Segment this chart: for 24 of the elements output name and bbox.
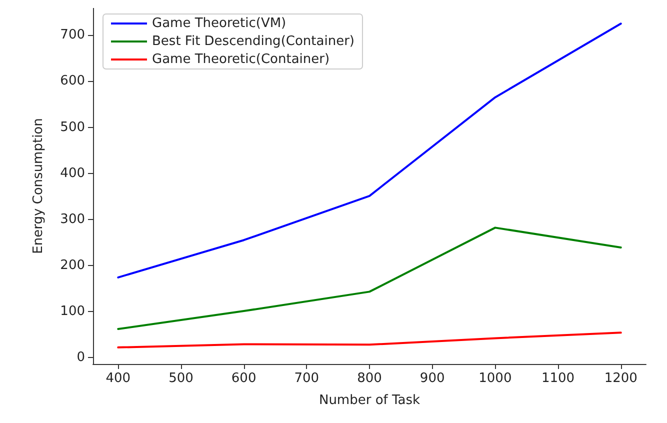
y-tick-label: 100	[60, 304, 85, 319]
legend-label: Best Fit Descending(Container)	[152, 34, 354, 49]
y-tick-label: 400	[60, 166, 85, 181]
x-axis-title: Number of Task	[318, 393, 421, 408]
x-tick-label: 500	[168, 371, 194, 386]
y-tick-label: 500	[60, 120, 85, 135]
y-tick-label: 200	[60, 258, 85, 273]
x-tick-label: 1100	[541, 371, 575, 386]
y-tick-label: 700	[60, 28, 85, 43]
x-tick-label: 700	[294, 371, 320, 386]
x-tick-label: 600	[231, 371, 256, 386]
y-tick-label: 0	[76, 350, 85, 366]
x-tick-label: 900	[420, 371, 445, 386]
line-series	[117, 226, 622, 330]
x-tick-label: 800	[357, 371, 382, 386]
y-tick-label: 300	[60, 212, 85, 227]
y-tick-label: 600	[60, 74, 85, 89]
legend-label: Game Theoretic(Container)	[152, 52, 330, 67]
x-tick-label: 1000	[478, 371, 512, 386]
x-tick-label: 1200	[604, 371, 638, 386]
line-series	[117, 332, 622, 348]
y-axis-title: Energy Consumption	[31, 118, 46, 254]
x-tick-label: 400	[106, 371, 131, 386]
legend-label: Game Theoretic(VM)	[152, 16, 286, 31]
